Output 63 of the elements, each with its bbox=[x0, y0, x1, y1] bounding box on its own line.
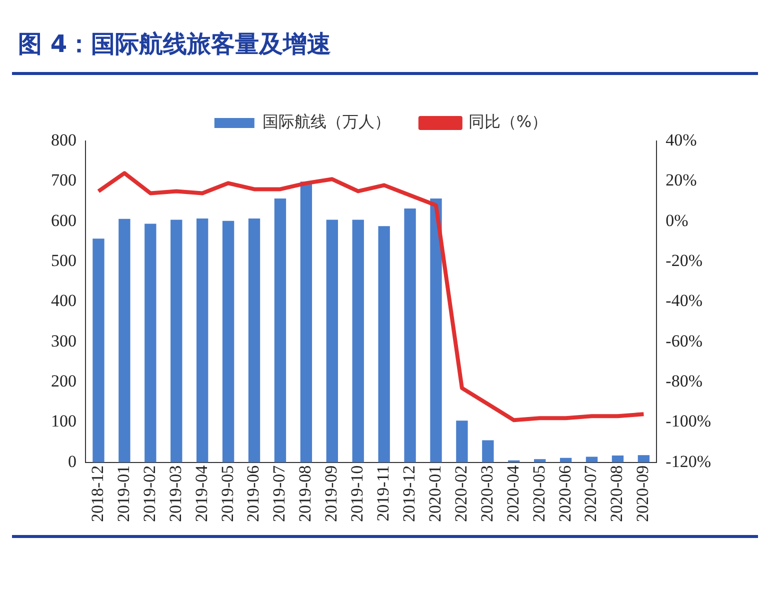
y2-tick-label: 40% bbox=[666, 130, 697, 150]
y2-tick-label: 0% bbox=[666, 210, 688, 230]
bar bbox=[352, 220, 364, 462]
x-tick-label: 2019-07 bbox=[270, 464, 289, 522]
x-tick-label: 2019-01 bbox=[114, 465, 133, 522]
y-tick-label: 500 bbox=[51, 250, 76, 270]
bar bbox=[326, 220, 338, 462]
y-tick-label: 100 bbox=[51, 412, 76, 431]
bar bbox=[118, 218, 130, 462]
x-tick-label: 2020-09 bbox=[633, 465, 652, 522]
bar bbox=[274, 198, 286, 462]
x-tick-label: 2020-03 bbox=[477, 465, 496, 522]
y-tick-label: 600 bbox=[51, 210, 76, 230]
x-tick-label: 2018-12 bbox=[88, 465, 107, 522]
x-tick-label: 2019-10 bbox=[348, 465, 367, 522]
legend-label: 国际航线（万人） bbox=[262, 112, 390, 132]
bar bbox=[430, 198, 442, 462]
y-tick-label: 400 bbox=[51, 291, 76, 310]
legend-label: 同比（%） bbox=[468, 112, 548, 132]
x-tick-label: 2019-11 bbox=[374, 465, 393, 522]
x-tick-label: 2020-07 bbox=[581, 464, 600, 522]
y-tick-label: 800 bbox=[51, 130, 76, 150]
bar bbox=[404, 208, 416, 462]
x-tick-label: 2020-05 bbox=[529, 465, 548, 522]
bar bbox=[586, 456, 598, 462]
x-tick-label: 2020-06 bbox=[555, 465, 574, 522]
bar bbox=[534, 459, 546, 462]
y2-tick-label: -100% bbox=[666, 412, 712, 431]
x-tick-label: 2019-12 bbox=[400, 465, 418, 522]
bar bbox=[222, 220, 234, 462]
x-tick-label: 2019-05 bbox=[218, 465, 237, 522]
bar bbox=[196, 218, 208, 462]
bar bbox=[170, 220, 182, 462]
y-tick-label: 300 bbox=[51, 331, 76, 350]
y2-tick-label: -120% bbox=[666, 452, 712, 471]
bar bbox=[638, 455, 650, 462]
chart-title: 图 4：国际航线旅客量及增速 bbox=[17, 29, 332, 60]
x-tick-label: 2019-04 bbox=[192, 464, 211, 522]
y-tick-label: 200 bbox=[51, 371, 76, 390]
x-tick-label: 2019-06 bbox=[244, 465, 263, 522]
x-tick-label: 2020-04 bbox=[503, 464, 522, 522]
x-tick-label: 2020-08 bbox=[607, 465, 626, 522]
y2-tick-label: -80% bbox=[666, 371, 703, 390]
x-tick-label: 2019-09 bbox=[322, 465, 341, 522]
x-tick-label: 2020-01 bbox=[425, 465, 444, 522]
bar bbox=[248, 218, 260, 462]
bar bbox=[612, 456, 624, 462]
x-tick-label: 2019-03 bbox=[166, 465, 185, 522]
y-tick-label: 0 bbox=[68, 452, 76, 471]
bar bbox=[144, 224, 156, 462]
x-tick-label: 2020-02 bbox=[451, 465, 470, 522]
y2-tick-label: -20% bbox=[666, 250, 703, 270]
bar bbox=[378, 226, 390, 462]
bar bbox=[482, 440, 494, 462]
y2-tick-label: 20% bbox=[666, 170, 697, 190]
y2-tick-label: -60% bbox=[666, 331, 703, 350]
bar bbox=[456, 420, 468, 462]
x-tick-label: 2019-08 bbox=[296, 465, 315, 522]
bar bbox=[300, 182, 312, 462]
x-tick-label: 2019-02 bbox=[140, 465, 159, 522]
bar bbox=[92, 238, 104, 462]
y2-tick-label: -40% bbox=[666, 291, 703, 310]
y-tick-label: 700 bbox=[51, 170, 76, 190]
